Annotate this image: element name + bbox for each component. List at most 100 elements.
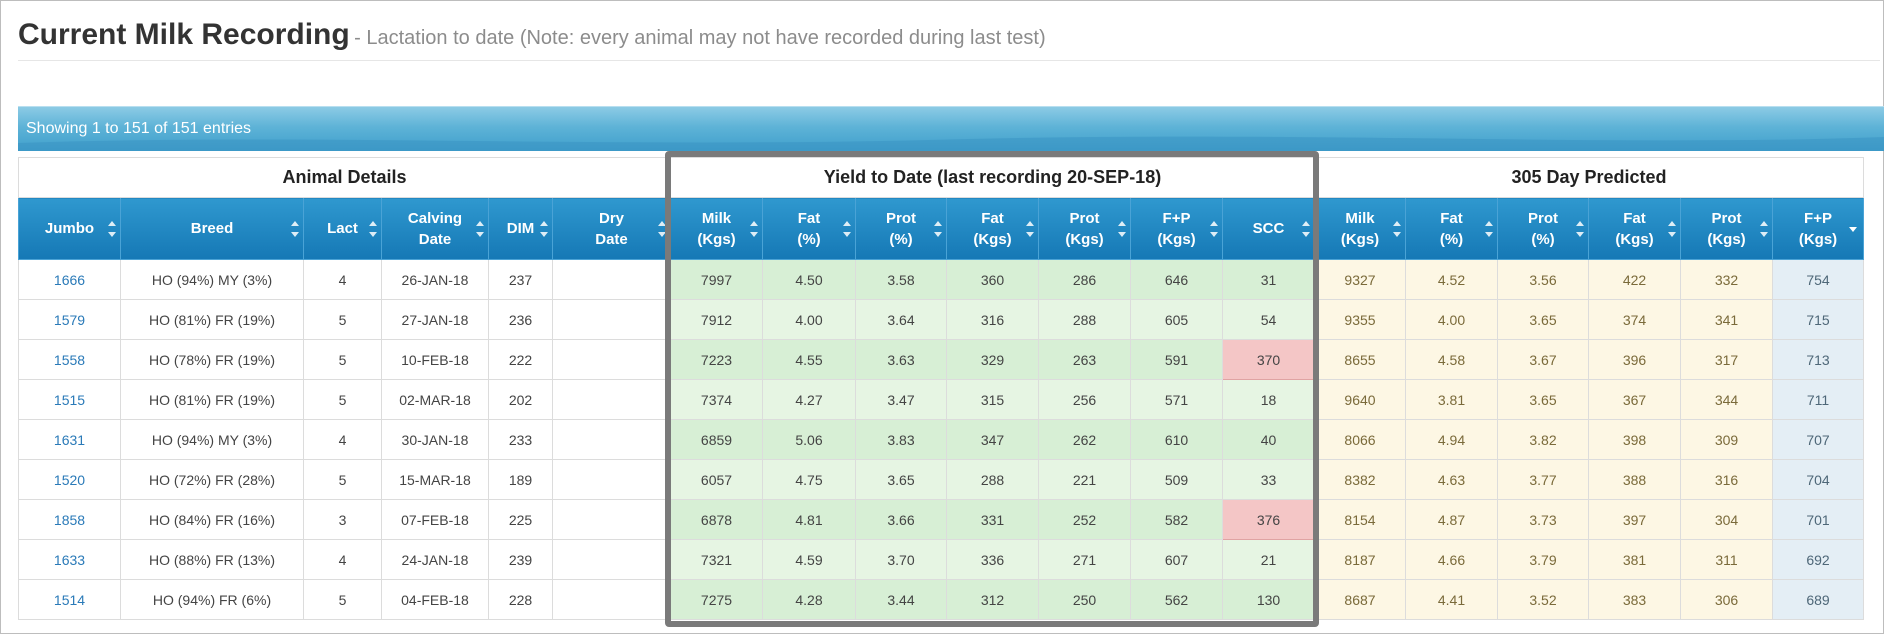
column-header[interactable]: Prot (%) [1497,197,1589,260]
column-header-label: Fat [1440,209,1463,227]
table-cell: 4.59 [762,539,856,580]
column-header-unit: (Kgs) [1065,230,1104,248]
table-cell: 3.63 [855,339,947,380]
table-cell: 233 [488,419,553,460]
jumbo-link[interactable]: 1515 [53,391,86,408]
group-305-day-predicted: 305 Day Predicted [1314,157,1864,198]
table-cell: 4.50 [762,259,856,300]
column-header[interactable]: Breed [120,197,304,260]
column-header-label: Prot [1711,209,1742,227]
table-cell: 4.28 [762,579,856,620]
column-header-label: Fat [981,209,1004,227]
sort-icon [658,220,666,237]
scc-cell: 21 [1222,539,1315,580]
column-header[interactable]: Prot (Kgs) [1680,197,1773,260]
column-header[interactable]: DIM [488,197,553,260]
scc-cell: 31 [1222,259,1315,300]
table-cell: 7321 [670,539,763,580]
column-header-unit: (Kgs) [973,230,1012,248]
jumbo-link[interactable]: 1631 [53,431,86,448]
table-cell: 360 [946,259,1039,300]
table-cell: 3.83 [855,419,947,460]
column-header[interactable]: Prot (%) [855,197,947,260]
table-cell: 3.65 [855,459,947,500]
table-cell: 189 [488,459,553,500]
table-cell: 4.75 [762,459,856,500]
sort-icon [750,220,758,237]
table-cell: 3.52 [1497,579,1589,620]
table-cell: 316 [946,299,1039,340]
table-cell: 4.66 [1405,539,1498,580]
column-header[interactable]: SCC [1222,197,1315,260]
jumbo-link[interactable]: 1514 [53,591,86,608]
group-animal-details: Animal Details [18,157,671,198]
column-header[interactable]: Dry Date [552,197,671,260]
table-cell: 397 [1588,499,1681,540]
table-cell: 689 [1772,579,1864,620]
scc-cell: 18 [1222,379,1315,420]
table-cell: 8382 [1314,459,1406,500]
column-header[interactable]: Prot (Kgs) [1038,197,1131,260]
jumbo-link[interactable]: 1520 [53,471,86,488]
column-header-label: Fat [797,209,821,227]
table-cell: 228 [488,579,553,620]
column-header[interactable]: Fat (%) [1405,197,1498,260]
table-cell: 5 [303,299,382,340]
table-cell: 3.65 [1497,299,1589,340]
table-cell: 311 [1680,539,1773,580]
column-header-unit: (%) [1439,230,1464,248]
table-cell: 329 [946,339,1039,380]
column-header[interactable]: F+P (Kgs) [1772,197,1864,260]
column-header-unit: Date [418,230,452,248]
column-header[interactable]: Jumbo [18,197,121,260]
table-cell: 4 [303,539,382,580]
column-header[interactable]: Lact [303,197,382,260]
table-cell: 263 [1038,339,1131,380]
table-cell: 692 [1772,539,1864,580]
table-cell [552,459,671,500]
jumbo-link[interactable]: 1666 [53,271,86,288]
table-cell: 646 [1130,259,1223,300]
table-cell: 8066 [1314,419,1406,460]
sort-icon [1118,220,1126,237]
table-cell [552,419,671,460]
table-cell: 711 [1772,379,1864,420]
column-header[interactable]: Fat (Kgs) [1588,197,1681,260]
table-cell [552,579,671,620]
table-cell: 3.65 [1497,379,1589,420]
table-cell: 221 [1038,459,1131,500]
column-header[interactable]: Fat (Kgs) [946,197,1039,260]
column-header-label: SCC [1252,220,1285,237]
table-cell: 256 [1038,379,1131,420]
table-cell: 02-MAR-18 [381,379,489,420]
table-cell: HO (81%) FR (19%) [120,379,304,420]
table-cell: 8154 [1314,499,1406,540]
column-header-unit: (Kgs) [1707,230,1746,248]
table-cell: 202 [488,379,553,420]
table-cell: 3.66 [855,499,947,540]
table-row: 1579 HO (81%) FR (19%) 5 27-JAN-18 236 7912 4.… [18,299,1864,340]
table-cell: 9355 [1314,299,1406,340]
column-header-unit: Date [595,230,628,248]
table-cell: 3.77 [1497,459,1589,500]
table-row: 1631 HO (94%) MY (3%) 4 30-JAN-18 233 6859 5.0… [18,419,1864,460]
jumbo-link[interactable]: 1579 [53,311,86,328]
column-header[interactable]: Milk (Kgs) [670,197,763,260]
table-cell: 4.58 [1405,339,1498,380]
table-cell: 571 [1130,379,1223,420]
table-cell: 367 [1588,379,1681,420]
jumbo-link[interactable]: 1633 [53,551,86,568]
table-cell: 317 [1680,339,1773,380]
column-header[interactable]: Calving Date [381,197,489,260]
table-cell: 591 [1130,339,1223,380]
table-cell: 509 [1130,459,1223,500]
column-header[interactable]: Fat (%) [762,197,856,260]
table-cell [552,379,671,420]
scc-cell: 130 [1222,579,1315,620]
column-header[interactable]: Milk (Kgs) [1314,197,1406,260]
column-header[interactable]: F+P (Kgs) [1130,197,1223,260]
jumbo-link[interactable]: 1858 [53,511,86,528]
table-cell: 288 [946,459,1039,500]
table-cell: 250 [1038,579,1131,620]
jumbo-link[interactable]: 1558 [53,351,86,368]
